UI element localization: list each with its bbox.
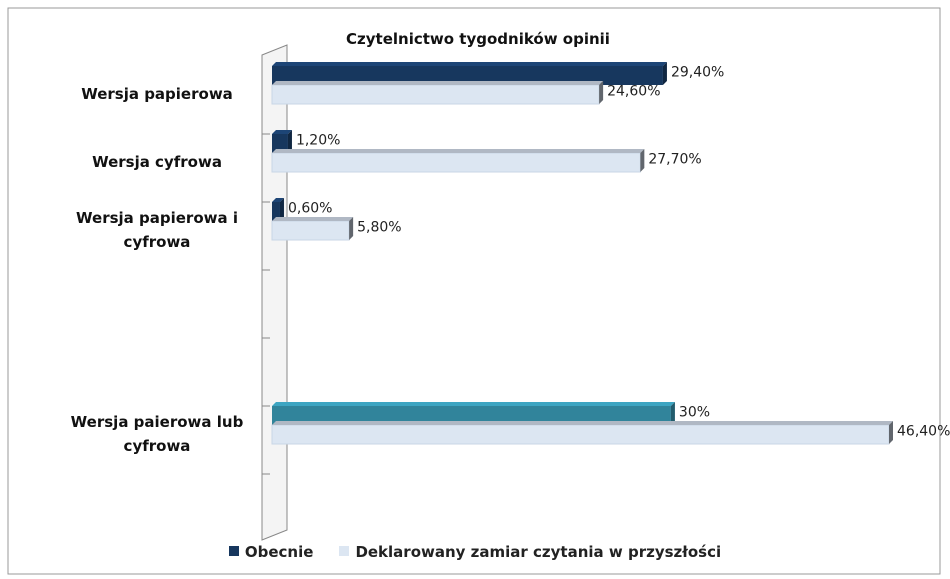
legend: Obecnie Deklarowany zamiar czytania w prz… <box>0 543 950 561</box>
legend-swatch <box>339 546 350 556</box>
legend-swatch <box>228 546 239 556</box>
bar-end <box>670 402 675 425</box>
legend-item: Deklarowany zamiar czytania w przyszłośc… <box>339 543 721 561</box>
bar <box>271 424 890 445</box>
axis-wall <box>261 44 288 541</box>
bar-end <box>287 130 292 153</box>
bar <box>272 406 671 425</box>
legend-item: Obecnie <box>228 543 314 561</box>
legend-label: Deklarowany zamiar czytania w przyszłośc… <box>355 543 722 561</box>
category-label: Wersja cyfrowa <box>92 153 222 171</box>
chart-title: Czytelnictwo tygodników opinii <box>346 30 610 48</box>
bar <box>272 66 663 85</box>
data-label: 30% <box>679 405 710 421</box>
bar-top <box>272 402 675 406</box>
frame <box>7 7 941 575</box>
bar <box>271 220 350 241</box>
data-label: 0,60% <box>288 201 332 217</box>
data-label: 1,20% <box>296 133 340 149</box>
bar-top <box>272 198 284 202</box>
bar-top <box>272 149 645 153</box>
bar-end <box>279 198 284 221</box>
data-label: 29,40% <box>671 65 724 81</box>
bar <box>272 202 280 221</box>
bar-end <box>889 421 893 444</box>
legend-label: Obecnie <box>244 543 314 561</box>
data-label: 5,80% <box>357 220 401 236</box>
data-label: 24,60% <box>607 84 660 100</box>
bar-end <box>640 149 645 172</box>
bar-end <box>599 81 604 104</box>
bar-top <box>272 62 667 66</box>
category-label: Wersja papierowa <box>81 85 233 103</box>
bar-end <box>662 62 667 85</box>
bar-top <box>272 81 604 85</box>
data-label: 46,40% <box>897 424 950 440</box>
category-label: Wersja papierowa i cyfrowa <box>76 209 238 251</box>
data-label: 27,70% <box>648 152 701 168</box>
bar <box>271 84 600 105</box>
bar <box>272 134 288 153</box>
bar <box>271 152 641 173</box>
category-label: Wersja paierowa lub cyfrowa <box>70 413 244 455</box>
bar-top <box>272 130 292 134</box>
bar-top <box>272 217 354 221</box>
bar-end <box>349 217 354 240</box>
bar-top <box>272 421 893 425</box>
